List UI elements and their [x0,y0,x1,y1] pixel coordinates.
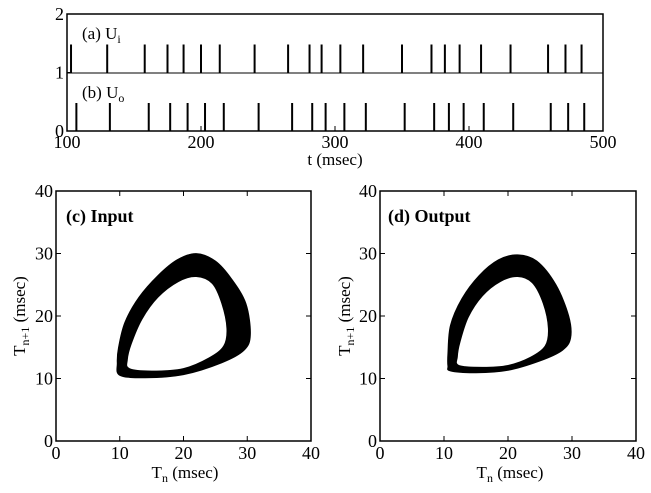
raster-y-tick-label-1: 1 [55,63,64,83]
output-x-tick-label-0: 0 [376,443,385,463]
raster-panel: 100 200 300 400 500 0 1 2 (a) Ui (b) Uo t (msec… [54,4,617,169]
raster-ticks: 100 200 300 400 500 0 1 2 [54,4,617,152]
output-ticks: 0 10 20 30 40 0 10 20 30 40 [359,181,645,463]
raster-spikes [70,44,586,131]
output-frame [379,190,637,442]
output-x-tick-label-4: 40 [627,443,645,463]
input-x-tick-label-0: 0 [52,443,61,463]
output-panel-label: (d) Output [388,206,471,227]
input-y-tick-label-4: 40 [35,181,53,201]
return-map-input-panel: 0 10 20 30 40 0 10 20 30 40 (c) Input Tn (msec) T… [10,181,320,485]
raster-x-tick-label-4: 500 [590,132,617,152]
output-y-tick-label-1: 10 [359,369,377,389]
output-y-tick-label-0: 0 [368,431,377,451]
raster-x-tick-label-3: 400 [456,132,483,152]
input-trajectory-band [116,253,251,379]
input-x-axis-label: Tn (msec) [152,463,219,485]
raster-x-tick-label-1: 200 [188,132,215,152]
input-ticks: 0 10 20 30 40 0 10 20 30 40 [35,181,320,463]
raster-x-tick-label-2: 300 [322,132,349,152]
raster-y-tick-label-0: 0 [55,121,64,141]
input-x-tick-label-3: 30 [238,443,256,463]
input-y-tick-label-0: 0 [44,431,53,451]
input-frame [55,190,312,442]
input-band-path [116,253,251,379]
output-y-axis-label: Tn+1 (msec) [335,276,357,356]
input-y-tick-label-3: 30 [35,244,53,264]
output-y-tick-label-4: 40 [359,181,377,201]
input-y-tick-label-1: 10 [35,369,53,389]
output-x-tick-label-3: 30 [563,443,581,463]
output-x-axis-label: Tn (msec) [477,463,544,485]
raster-x-axis-label: t (msec) [307,150,362,169]
output-trajectory-band [447,254,572,374]
raster-x-tick-label-0: 100 [54,132,81,152]
raster-y-tick-label-2: 2 [55,4,64,24]
input-x-tick-label-4: 40 [302,443,320,463]
output-y-tick-label-3: 30 [359,244,377,264]
input-y-tick-label-2: 20 [35,306,53,326]
input-x-tick-label-1: 10 [111,443,129,463]
output-x-tick-label-2: 20 [499,443,517,463]
raster-series-b-label: (b) Uo [82,83,124,105]
raster-series-a-label: (a) Ui [82,24,121,46]
input-x-tick-label-2: 20 [175,443,193,463]
output-y-tick-label-2: 20 [359,306,377,326]
output-x-tick-label-1: 10 [435,443,453,463]
output-band-path [447,254,572,374]
input-y-axis-label: Tn+1 (msec) [10,276,32,356]
input-panel-label: (c) Input [66,206,134,227]
